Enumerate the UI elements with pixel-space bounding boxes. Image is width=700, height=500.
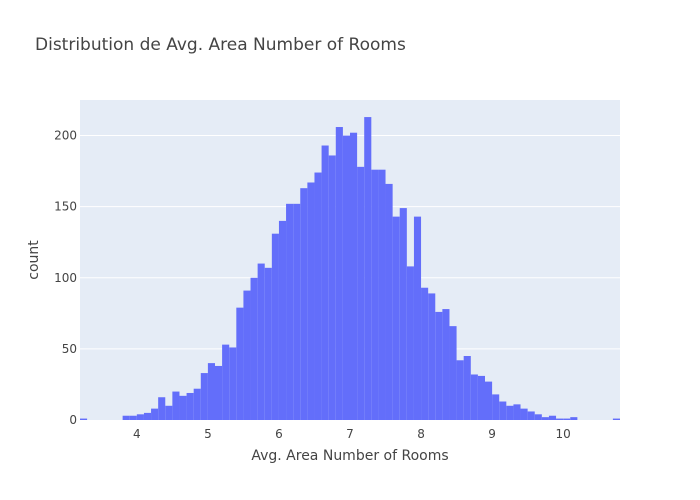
histogram-bar (257, 263, 265, 420)
histogram-bar (463, 356, 471, 420)
histogram-bar (378, 169, 386, 420)
histogram-bar (477, 375, 485, 420)
histogram-bar (456, 360, 464, 420)
histogram-bar (129, 415, 137, 420)
histogram-bar (364, 117, 372, 421)
histogram-bars (80, 117, 620, 421)
histogram-bar (406, 266, 414, 420)
histogram-bar (200, 373, 208, 420)
histogram-bar (278, 220, 287, 420)
histogram-bar (215, 365, 223, 420)
histogram-bar (80, 418, 88, 420)
histogram-bar (534, 414, 542, 420)
histogram-bar (151, 408, 159, 420)
histogram-bar (541, 417, 549, 420)
histogram-bar (435, 311, 443, 420)
histogram-bar (428, 293, 436, 420)
y-tick-label: 200 (54, 129, 77, 143)
histogram-bar (207, 363, 215, 420)
histogram-bar (563, 418, 571, 420)
histogram-bar (193, 388, 201, 420)
histogram-bar (300, 188, 308, 420)
histogram-bar (470, 374, 478, 420)
axis-ticks: 0 50 100 150 200 4 5 6 7 8 9 10 (54, 129, 571, 441)
histogram-bar (321, 145, 329, 420)
histogram-bar (293, 203, 301, 420)
histogram-bar (612, 418, 620, 420)
histogram-bar (264, 267, 272, 420)
histogram-bar (250, 277, 258, 420)
histogram-bar (413, 216, 422, 420)
histogram-bar (136, 414, 144, 420)
histogram-bar (392, 216, 400, 420)
histogram-bar (342, 135, 350, 421)
histogram-bar (570, 417, 578, 420)
histogram-bar (350, 132, 358, 420)
x-tick-label: 9 (488, 427, 496, 441)
histogram-bar (172, 391, 180, 420)
histogram-bar (222, 344, 230, 420)
histogram-bar (506, 405, 514, 420)
histogram-bar (122, 415, 130, 420)
histogram-bar (307, 182, 315, 420)
histogram-bar (286, 203, 294, 420)
histogram-bar (485, 381, 493, 420)
histogram-bar (236, 307, 244, 420)
histogram-bar (442, 309, 450, 420)
histogram-bar (143, 412, 152, 420)
histogram-bar (513, 404, 521, 420)
x-tick-label: 5 (204, 427, 212, 441)
histogram-bar (179, 395, 187, 420)
histogram-bar (371, 169, 379, 420)
x-tick-label: 7 (346, 427, 354, 441)
chart-title: Distribution de Avg. Area Number of Room… (35, 35, 406, 55)
y-tick-label: 100 (54, 271, 77, 285)
x-tick-label: 10 (556, 427, 571, 441)
x-tick-label: 6 (275, 427, 283, 441)
histogram-bar (399, 208, 407, 420)
histogram-bar (492, 394, 500, 420)
histogram-bar (449, 326, 457, 420)
histogram-bar (165, 405, 173, 420)
histogram-bar (328, 155, 336, 420)
x-tick-label: 8 (417, 427, 425, 441)
histogram-bar (499, 401, 507, 420)
histogram-bar (520, 408, 528, 420)
histogram-bar (357, 166, 365, 420)
histogram-bar (271, 233, 279, 420)
histogram-bar (556, 418, 564, 420)
histogram-bar (243, 290, 251, 420)
histogram-bar (335, 127, 343, 421)
histogram-bar (186, 392, 194, 420)
histogram-bar (314, 172, 322, 420)
y-tick-label: 50 (62, 342, 77, 356)
y-tick-label: 0 (69, 413, 77, 427)
histogram-bar (421, 287, 429, 420)
histogram-bar (548, 415, 557, 420)
x-axis-title: Avg. Area Number of Rooms (251, 448, 448, 464)
histogram-bar (527, 411, 535, 420)
y-axis-title: count (26, 240, 42, 280)
x-tick-label: 4 (133, 427, 141, 441)
y-tick-label: 150 (54, 200, 77, 214)
histogram-bar (385, 183, 393, 420)
histogram-bar (158, 397, 166, 420)
histogram-bar (229, 347, 237, 420)
